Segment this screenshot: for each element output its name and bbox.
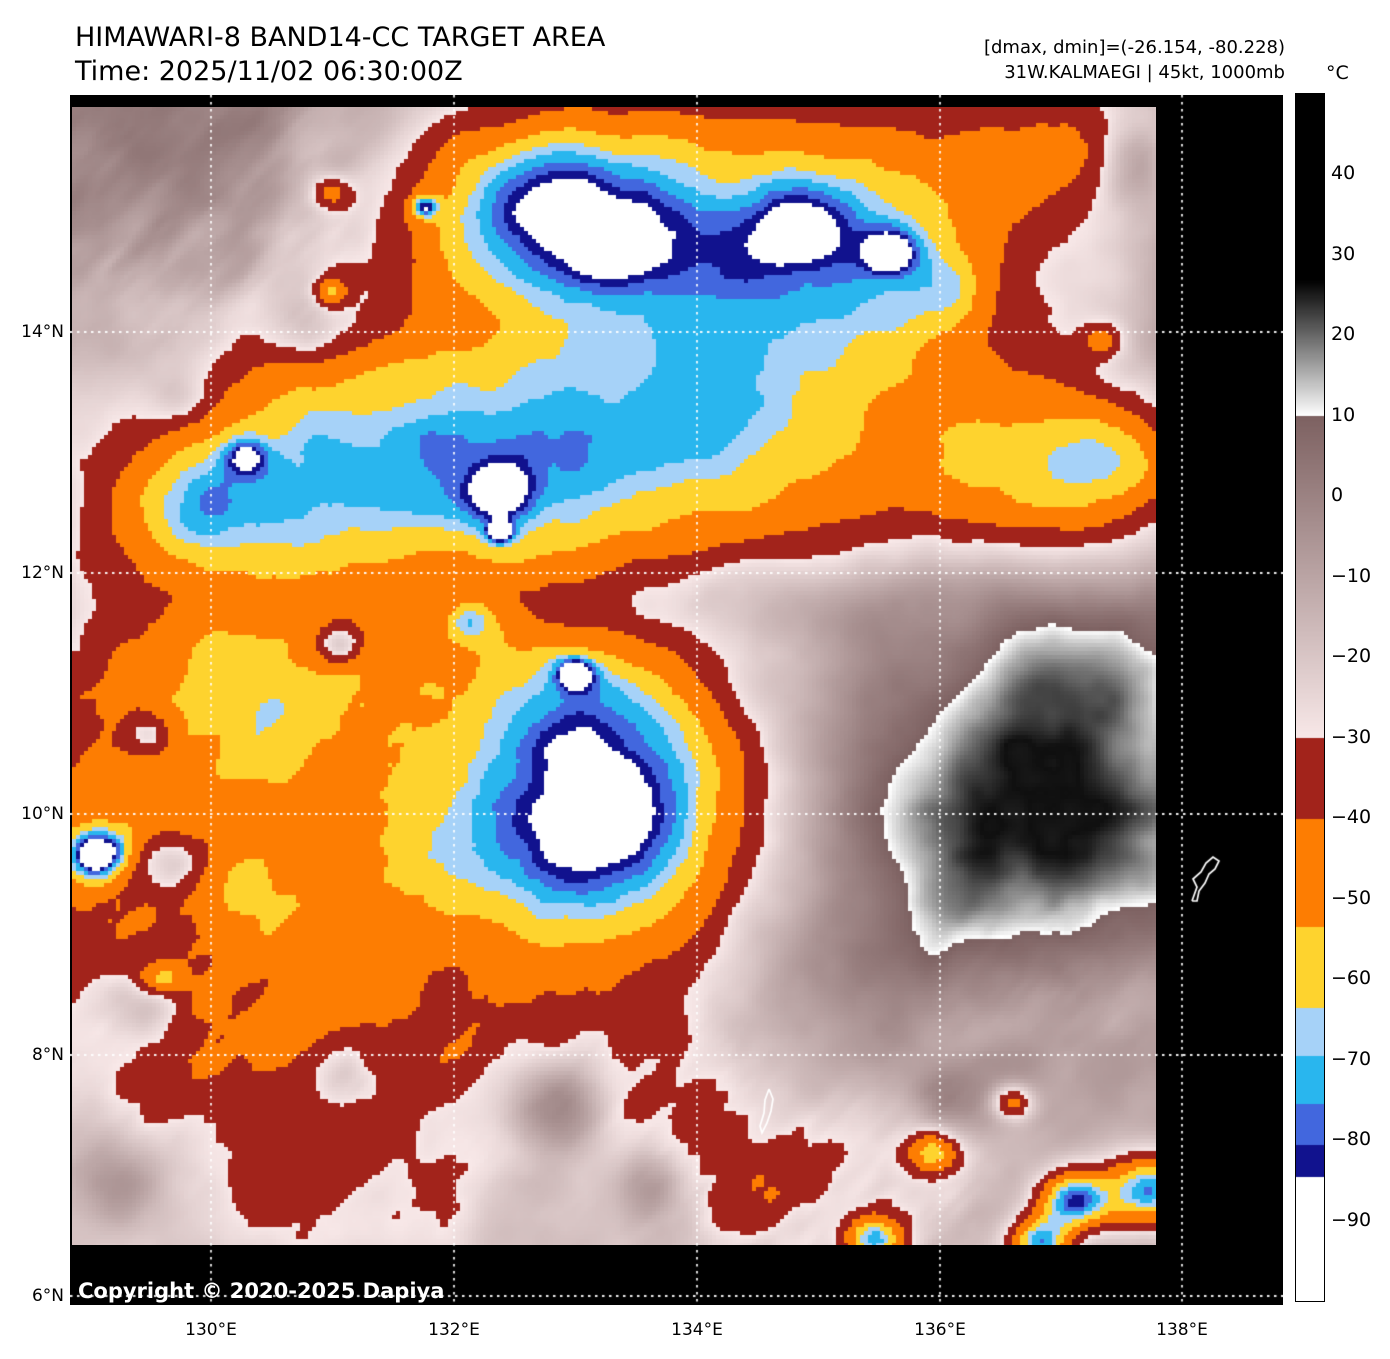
colorbar-tick-label: 40 xyxy=(1331,162,1356,185)
storm-info-annotation: 31W.KALMAEGI | 45kt, 1000mb xyxy=(1004,62,1285,83)
colorbar-tick-label: −10 xyxy=(1331,564,1372,587)
colorbar-tick-label: 20 xyxy=(1331,323,1356,346)
colorbar-tick-label: −40 xyxy=(1331,806,1372,829)
lon-tick-label: 138°E xyxy=(1156,1320,1208,1340)
colorbar-tick-label: −20 xyxy=(1331,645,1372,668)
lat-tick-label: 10°N xyxy=(21,804,64,824)
lon-tick-label: 134°E xyxy=(671,1320,723,1340)
page-title: HIMAWARI-8 BAND14-CC TARGET AREA xyxy=(75,22,606,53)
colorbar-tick-label: 30 xyxy=(1331,242,1356,265)
lat-tick-label: 12°N xyxy=(21,563,64,583)
lon-tick-label: 136°E xyxy=(914,1320,966,1340)
lat-tick-label: 8°N xyxy=(31,1045,64,1065)
colorbar-tick-label: −30 xyxy=(1331,725,1372,748)
colorbar-tick-label: −60 xyxy=(1331,967,1372,990)
colorbar-tick-label: −50 xyxy=(1331,886,1372,909)
colorbar-tick-label: 10 xyxy=(1331,403,1356,426)
lat-tick-label: 14°N xyxy=(21,322,64,342)
colorbar xyxy=(1295,93,1325,1302)
colorbar-tick-label: 0 xyxy=(1331,484,1344,507)
colorbar-unit-label: °C xyxy=(1326,62,1349,84)
colorbar-tick-label: −70 xyxy=(1331,1047,1372,1070)
colorbar-tick-label: −90 xyxy=(1331,1208,1372,1231)
copyright-text: Copyright © 2020-2025 Dapiya xyxy=(78,1279,445,1303)
gridlines-coastlines-overlay xyxy=(70,95,1283,1305)
colorbar-tick-label: −80 xyxy=(1331,1128,1372,1151)
lat-tick-label: 6°N xyxy=(31,1286,64,1306)
timestamp-subtitle: Time: 2025/11/02 06:30:00Z xyxy=(75,56,463,87)
dmax-dmin-annotation: [dmax, dmin]=(-26.154, -80.228) xyxy=(983,37,1285,58)
lon-tick-label: 132°E xyxy=(428,1320,480,1340)
map-frame xyxy=(70,95,1283,1305)
lon-tick-label: 130°E xyxy=(185,1320,237,1340)
